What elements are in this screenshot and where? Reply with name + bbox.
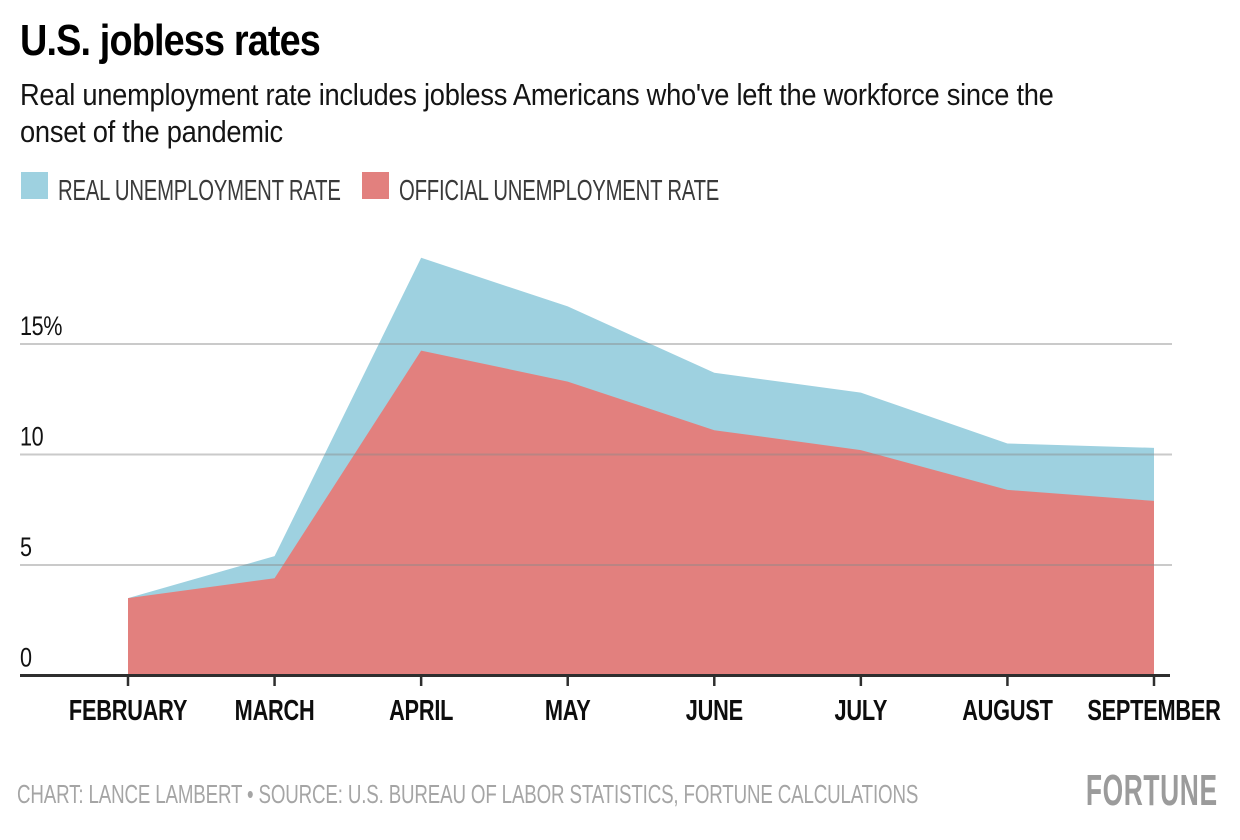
fortune-logo: FORTUNE [1086, 766, 1218, 815]
x-axis-label-march: MARCH [235, 695, 315, 727]
x-axis-label-june: JUNE [686, 695, 743, 727]
subtitle-line-1: Real unemployment rate includes jobless … [20, 77, 1054, 112]
legend-swatch-official-unemployment [362, 172, 389, 199]
subtitle-line-2: onset of the pandemic [20, 114, 283, 149]
legend-label-official-unemployment: OFFICIAL UNEMPLOYMENT RATE [399, 175, 720, 207]
chart-credit: CHART: LANCE LAMBERT • SOURCE: U.S. BURE… [17, 779, 919, 809]
y-axis-label-10: 10 [20, 422, 43, 452]
legend-swatch-real-unemployment [21, 172, 48, 199]
y-axis-label-5: 5 [20, 533, 32, 563]
x-axis-label-september: SEPTEMBER [1087, 695, 1220, 727]
x-axis-label-may: MAY [545, 695, 591, 727]
y-axis-label-0: 0 [20, 643, 32, 673]
page-title: U.S. jobless rates [20, 16, 321, 65]
legend-label-real-unemployment: REAL UNEMPLOYMENT RATE [58, 175, 341, 207]
x-axis-label-april: APRIL [389, 695, 453, 727]
x-axis-label-august: AUGUST [962, 695, 1053, 727]
jobless-rates-area-chart: 15% 10 5 0 FEBRUARY MARCH APRIL MAY JUNE JULY AUGU… [20, 257, 1221, 727]
y-axis-label-15: 15% [20, 312, 62, 342]
chart-subtitle: Real unemployment rate includes jobless … [20, 76, 1054, 150]
x-axis-label-february: FEBRUARY [69, 695, 187, 727]
area-series-official-unemployment [128, 350, 1154, 676]
x-axis-label-july: JULY [835, 695, 888, 727]
